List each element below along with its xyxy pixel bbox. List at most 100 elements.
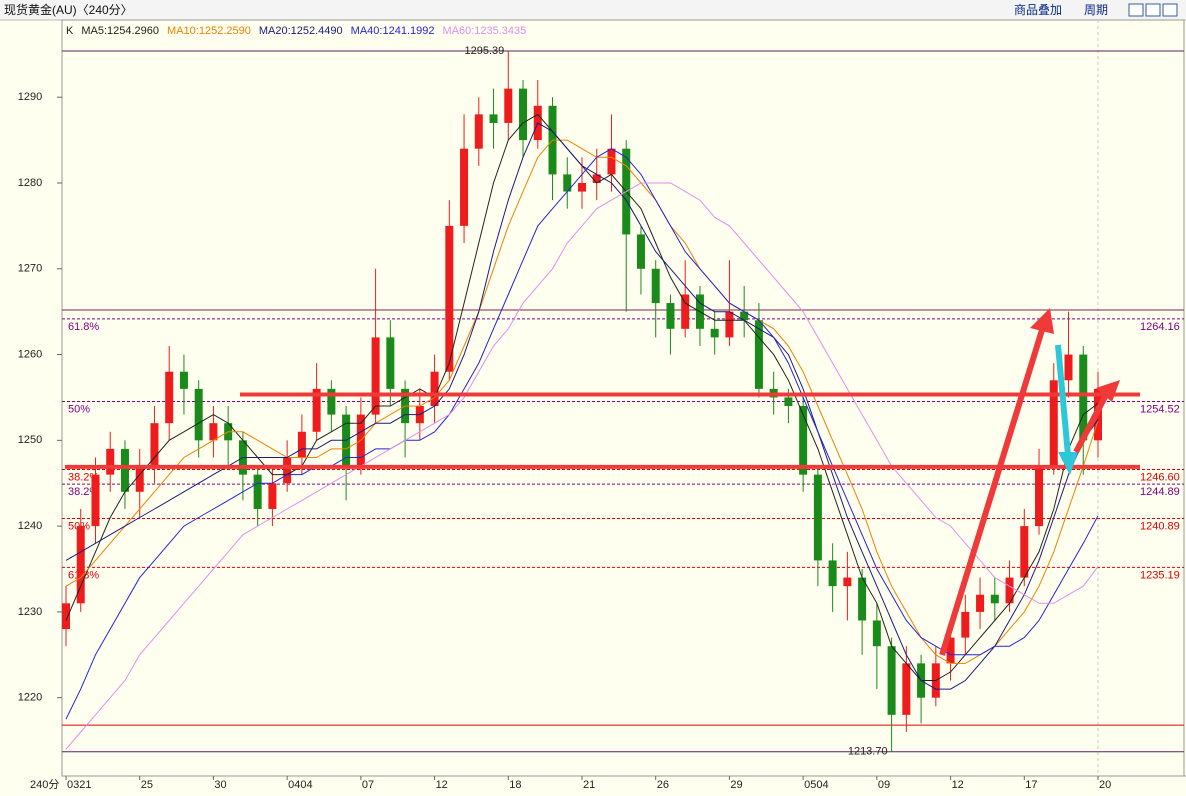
candle-body	[150, 423, 159, 467]
icon-left[interactable]	[1128, 3, 1144, 17]
ma-line	[65, 122, 1099, 690]
candle-body	[283, 457, 292, 484]
candle-body	[946, 637, 955, 664]
legend-separator: :	[471, 25, 474, 37]
candle-body	[607, 148, 616, 175]
candle-body	[1064, 354, 1073, 381]
candle-body	[489, 114, 498, 123]
legend-separator: :	[104, 25, 107, 37]
icon-window[interactable]	[1162, 3, 1178, 17]
candle-body	[135, 466, 144, 492]
x-tick-label: 18	[509, 779, 521, 791]
legend-text: K MA5:1254.2960 MA10:1252.2590 MA20:1252.44…	[66, 25, 526, 37]
candle-body	[651, 268, 660, 304]
candle-body	[76, 526, 85, 604]
icon-right[interactable]	[1145, 3, 1161, 17]
candle-body	[519, 88, 528, 141]
y-tick-label: 1290	[18, 91, 42, 103]
arrowhead	[1030, 308, 1054, 334]
x-tick-label: 30	[214, 779, 226, 791]
fib-label: 50%	[68, 403, 90, 415]
legend-value: 1252.2590	[199, 25, 251, 37]
legend-prefix: K	[66, 25, 74, 37]
candle-body	[165, 371, 174, 424]
fib-price: 1264.16	[1140, 321, 1180, 333]
legend-value: 1241.1992	[382, 25, 434, 37]
candle-body	[902, 663, 911, 715]
candle-body	[179, 371, 188, 389]
legend-separator: :	[196, 25, 199, 37]
y-tick-label: 1260	[18, 348, 42, 360]
candle-body	[813, 474, 822, 561]
period-button[interactable]: 周期	[1084, 3, 1108, 17]
candle-body	[91, 474, 100, 527]
window-icons	[1128, 3, 1178, 17]
candle-body	[740, 311, 749, 321]
y-tick-label: 1240	[18, 520, 42, 532]
overlay-button[interactable]: 商品叠加	[1014, 2, 1062, 17]
legend-name: MA10	[167, 25, 196, 37]
candle-body	[799, 406, 808, 475]
x-tick-label: 0504	[804, 779, 828, 791]
legend-name: MA60	[442, 25, 471, 37]
min-label: 1213.70	[848, 746, 888, 758]
candle-body	[312, 388, 321, 432]
candle-body	[784, 397, 793, 407]
candle-body	[120, 448, 129, 492]
y-tick-label: 1270	[18, 263, 42, 275]
ma-line	[65, 139, 1099, 664]
candle-body	[887, 646, 896, 715]
arrowhead	[1058, 452, 1078, 475]
candle-body	[636, 234, 645, 269]
candle-body	[1020, 526, 1029, 578]
arrowhead	[1096, 380, 1120, 402]
candle-body	[445, 225, 454, 372]
candle-body	[371, 337, 380, 415]
candle-body	[976, 594, 985, 612]
candle-body	[961, 611, 970, 638]
candle-body	[194, 388, 203, 441]
legend: K MA5:1254.2960 MA10:1252.2590 MA20:1252.44…	[66, 25, 526, 37]
candle-body	[327, 388, 336, 415]
candle-body	[990, 594, 999, 604]
candle-body	[62, 603, 70, 630]
legend-value: 1252.4490	[291, 25, 343, 37]
candle-body	[710, 328, 719, 338]
arrow-up	[1073, 393, 1109, 454]
candle-body	[681, 294, 690, 329]
arrow-down	[1055, 344, 1071, 456]
arrow-up	[939, 329, 1045, 656]
x-tick-label: 12	[952, 779, 964, 791]
candle-body	[592, 174, 601, 183]
x-tick-label: 26	[657, 779, 669, 791]
candle-body	[1035, 466, 1044, 527]
legend-separator: :	[288, 25, 291, 37]
candle-body	[843, 577, 852, 587]
title-bar	[0, 0, 1186, 20]
legend-separator: :	[379, 25, 382, 37]
legend-value: 1235.3435	[474, 25, 526, 37]
candle-body	[858, 577, 867, 621]
legend-name: MA5	[81, 25, 104, 37]
x-tick-label: 0321	[67, 779, 91, 791]
fib-price: 1246.60	[1140, 471, 1180, 483]
fib-price: 1244.89	[1140, 486, 1180, 498]
ma-line	[65, 148, 1099, 720]
x-tick-label: 25	[141, 779, 153, 791]
candle-body	[1005, 577, 1014, 604]
x-tick-label: 20	[1099, 779, 1111, 791]
max-label: 1295.39	[465, 45, 505, 57]
legend-name: MA20	[259, 25, 288, 37]
candle-body	[386, 337, 395, 389]
x-tick-label: 12	[436, 779, 448, 791]
x-tick-label: 21	[583, 779, 595, 791]
y-tick-label: 1250	[18, 434, 42, 446]
candle-body	[209, 423, 218, 441]
ma-line	[65, 182, 1099, 750]
annotations	[939, 308, 1120, 656]
candle-body	[563, 174, 572, 192]
fib-label: 61.8%	[68, 321, 99, 333]
